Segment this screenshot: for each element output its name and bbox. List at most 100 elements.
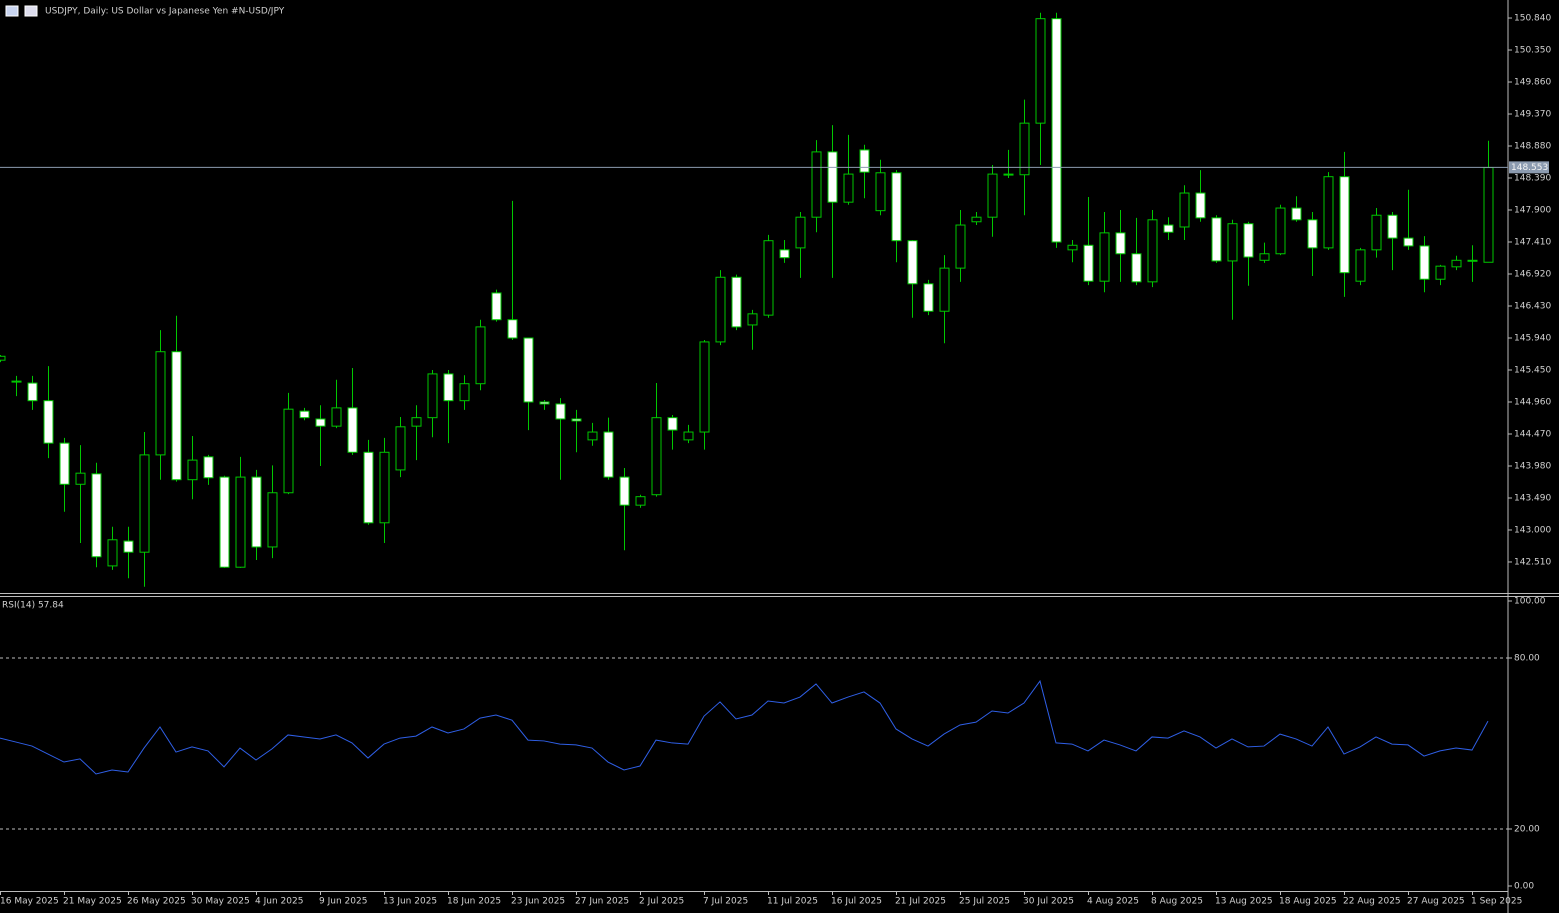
x-tick-label: 27 Aug 2025 (1407, 897, 1465, 907)
candle-body (155, 351, 166, 456)
candle-body (1115, 232, 1126, 255)
candle-body (971, 216, 982, 223)
candle-body (811, 151, 822, 218)
candle-body (251, 476, 262, 548)
current-price-label: 148.553 (1511, 163, 1548, 173)
y-tick-label: 149.860 (1514, 78, 1551, 88)
candle-body (139, 454, 150, 553)
x-tick-label: 18 Jun 2025 (447, 897, 501, 907)
candle-body (1387, 214, 1398, 239)
candle-body (1259, 253, 1270, 261)
candle-body (1355, 249, 1366, 282)
rsi-line (0, 679, 1489, 775)
candle-body (379, 451, 390, 524)
candle-body (1275, 207, 1286, 255)
y-tick-label: 80.00 (1514, 654, 1540, 664)
y-tick-label: 143.980 (1514, 461, 1551, 471)
candle-body (1179, 192, 1190, 228)
x-tick-label: 16 Jul 2025 (831, 897, 882, 907)
candle-body (651, 417, 662, 496)
candle-body (427, 373, 438, 419)
candle-body (1083, 244, 1094, 282)
candle-body (555, 403, 566, 420)
candle-body (939, 267, 950, 312)
candle-body (299, 410, 310, 419)
x-tick-label: 30 May 2025 (191, 897, 250, 907)
x-tick-label: 16 May 2025 (0, 897, 59, 907)
candle-body (603, 431, 614, 478)
candle-body (619, 476, 630, 506)
candle-body (795, 216, 806, 249)
candle-body (347, 407, 358, 453)
candle-body (1403, 237, 1414, 247)
candle-body (0, 355, 6, 361)
candle-body (987, 173, 998, 218)
x-tick-label: 13 Jun 2025 (383, 897, 437, 907)
candle-body (1019, 122, 1030, 176)
candle-body (363, 451, 374, 524)
y-tick-label: 145.450 (1514, 365, 1551, 375)
candle-body (523, 337, 534, 403)
candle-body (843, 173, 854, 203)
x-tick-label: 18 Aug 2025 (1279, 897, 1337, 907)
y-tick-label: 150.840 (1514, 14, 1551, 24)
candle-body (1435, 265, 1446, 280)
candle-body (315, 418, 326, 427)
candle-body (1467, 259, 1478, 262)
candle-body (635, 496, 646, 506)
candle-body (779, 249, 790, 259)
candle-body (171, 351, 182, 481)
candle-body (667, 417, 678, 431)
candle-body (1323, 176, 1334, 249)
candle-body (1483, 167, 1494, 263)
y-tick-label: 147.900 (1514, 206, 1551, 216)
candle-body (683, 431, 694, 441)
candle-body (75, 472, 86, 485)
candle-body (1099, 232, 1110, 282)
candle-body (539, 401, 550, 405)
candle-body (731, 276, 742, 328)
candle-body (715, 276, 726, 343)
candle-body (571, 418, 582, 422)
y-tick-label: 145.940 (1514, 333, 1551, 343)
candle-body (907, 240, 918, 285)
x-tick-label: 2 Jul 2025 (639, 897, 684, 907)
candle-body (91, 473, 102, 558)
x-tick-label: 27 Jun 2025 (575, 897, 629, 907)
candle-body (1451, 259, 1462, 268)
candle-body (955, 224, 966, 269)
candle-body (1163, 224, 1174, 233)
candle-body (1291, 207, 1302, 221)
chart-title: USDJPY, Daily: US Dollar vs Japanese Yen… (45, 7, 285, 17)
current-price-box (1509, 161, 1549, 174)
y-tick-label: 147.410 (1514, 238, 1551, 248)
x-tick-label: 13 Aug 2025 (1215, 897, 1273, 907)
x-tick-label: 23 Jun 2025 (511, 897, 565, 907)
candle-body (1339, 176, 1350, 274)
candle-body (27, 382, 38, 402)
candle-body (1035, 18, 1046, 124)
candle-body (1243, 223, 1254, 258)
y-tick-label: 150.350 (1514, 46, 1551, 56)
y-tick-label: 148.390 (1514, 174, 1551, 184)
candle-body (891, 172, 902, 242)
candle-body (859, 149, 870, 173)
candle-body (219, 476, 230, 568)
symbol-icon (5, 5, 19, 17)
y-tick-label: 142.510 (1514, 557, 1551, 567)
candle-body (187, 459, 198, 481)
candle-body (107, 539, 118, 567)
candle-body (491, 292, 502, 321)
candle-body (411, 417, 422, 427)
candle-body (763, 240, 774, 316)
y-tick-label: 144.960 (1514, 397, 1551, 407)
x-tick-label: 11 Jul 2025 (767, 897, 818, 907)
candle-body (699, 341, 710, 433)
candle-body (459, 383, 470, 402)
candle-body (1227, 223, 1238, 262)
candle-body (587, 431, 598, 441)
candle-body (123, 540, 134, 553)
candle-body (507, 319, 518, 339)
